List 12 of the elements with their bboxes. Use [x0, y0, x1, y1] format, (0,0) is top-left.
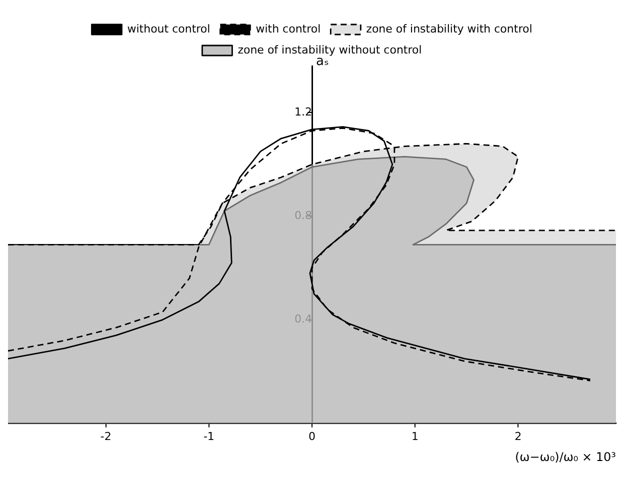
x-tick-label: -1 [203, 430, 214, 443]
x-tick-label: -2 [100, 430, 112, 443]
y-axis-title: aₛ [316, 54, 329, 69]
legend-label: without control [127, 22, 210, 36]
x-tick-label: 0 [308, 430, 316, 443]
legend-label: zone of instability with control [366, 22, 532, 36]
legend-label: with control [256, 22, 321, 36]
x-axis-title: (ω−ω₀)/ω₀ × 10³ [515, 450, 616, 464]
x-tick-label: 2 [514, 430, 522, 443]
y-tick-label: 1.2 [294, 105, 312, 118]
legend-label: zone of instability without control [238, 43, 422, 56]
x-tick-label: 1 [412, 430, 419, 443]
